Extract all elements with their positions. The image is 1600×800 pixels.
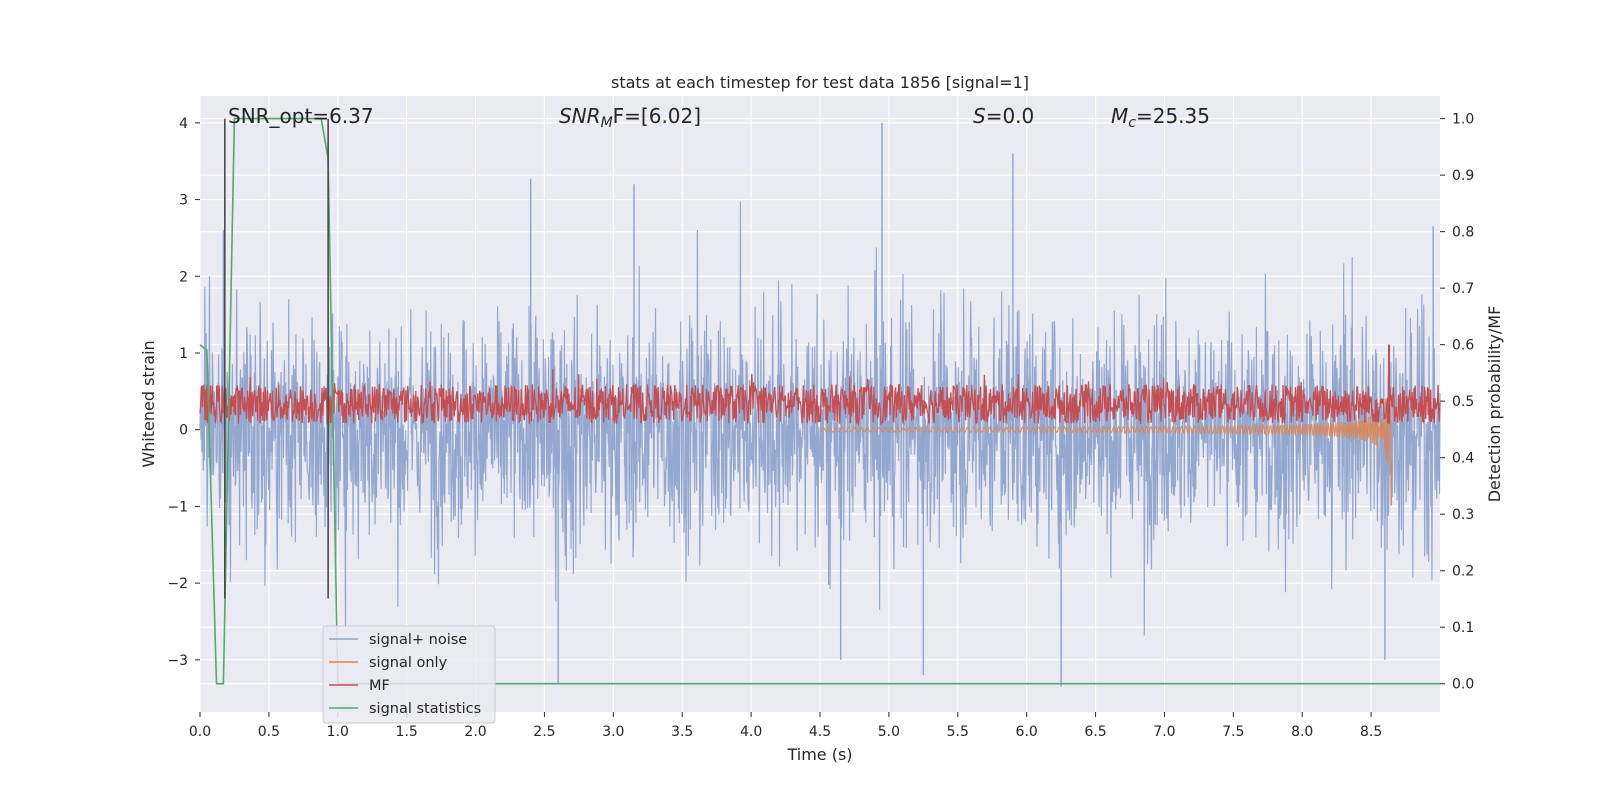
legend-label-signal-statistics: signal statistics (369, 701, 481, 717)
y-tick-label-left: −1 (167, 499, 188, 515)
chart-title: stats at each timestep for test data 185… (611, 73, 1029, 92)
x-tick-label: 6.0 (1016, 724, 1038, 740)
x-tick-label: 2.0 (464, 724, 486, 740)
y-tick-label-right: 0.7 (1452, 281, 1474, 297)
y-tick-label-left: 2 (179, 269, 188, 285)
x-tick-label: 0.5 (258, 724, 280, 740)
grid (199, 96, 1440, 712)
s-symbol: S (973, 104, 986, 128)
x-tick-label: 6.5 (1084, 724, 1106, 740)
y-axis-label-left: Whitened strain (139, 340, 158, 467)
snr-mf-sub: M (601, 115, 613, 131)
y-tick-label-right: 0.9 (1452, 168, 1474, 184)
y-tick-label-left: 1 (179, 346, 188, 362)
y-tick-label-right: 1.0 (1452, 112, 1474, 128)
y-tick-label-right: 0.4 (1452, 451, 1474, 467)
s-value: =0.0 (986, 104, 1035, 128)
annotation-snr-mf: SNRMF=[6.02] (559, 104, 701, 131)
ticks-layer: 0.0 0.5 1.0 1.5 2.0 2.5 3.0 3.5 4.0 4.5 5.0 5.5 6.0 6… (167, 112, 1474, 740)
mc-sub: c (1128, 115, 1136, 131)
x-tick-label: 3.0 (602, 724, 624, 740)
y-tick-label-left: 3 (179, 193, 188, 209)
y-tick-label-right: 0.2 (1452, 564, 1474, 580)
series-mf (199, 369, 1441, 426)
annotation-mc: Mc=25.35 (1111, 104, 1210, 131)
y-tick-label-left: 4 (179, 116, 188, 132)
x-tick-label: 2.5 (533, 724, 555, 740)
legend-label-mf: MF (369, 678, 390, 694)
series-layer (199, 117, 1441, 687)
x-tick-label: 8.5 (1360, 724, 1382, 740)
y-tick-label-right: 0.3 (1452, 507, 1474, 523)
x-axis-label: Time (s) (786, 745, 852, 764)
x-tick-label: 4.0 (740, 724, 762, 740)
mc-value: =25.35 (1136, 104, 1210, 128)
annotation-snr-opt: SNR_opt=6.37 (228, 104, 374, 128)
y-axis-label-right: Detection probability/MF (1485, 306, 1504, 503)
legend-box (322, 625, 496, 724)
annotation-s: S=0.0 (973, 104, 1034, 128)
x-tick-label: 5.0 (878, 724, 900, 740)
y-tick-label-right: 0.8 (1452, 225, 1474, 241)
y-tick-label-right: 0.0 (1452, 677, 1474, 693)
y-tick-label-left: −3 (167, 653, 188, 669)
x-tick-label: 4.5 (809, 724, 831, 740)
series-signal-only (819, 387, 1393, 506)
y-tick-label-left: −2 (167, 576, 188, 592)
y-tick-label-left: 0 (179, 423, 188, 439)
y-tick-label-right: 0.1 (1452, 620, 1474, 636)
mc-symbol: M (1111, 104, 1128, 128)
snr-mf-rest: F=[6.02] (613, 104, 701, 128)
x-tick-label: 7.0 (1153, 724, 1175, 740)
x-tick-label: 0.0 (189, 724, 211, 740)
x-tick-label: 7.5 (1222, 724, 1244, 740)
legend: signal+ noise signal only MF signal stat… (322, 625, 496, 724)
x-tick-label: 5.5 (947, 724, 969, 740)
legend-label-signal-only: signal only (369, 655, 448, 671)
x-tick-label: 8.0 (1291, 724, 1313, 740)
series-signal-statistics (199, 117, 1440, 685)
y-tick-label-right: 0.5 (1452, 394, 1474, 410)
snr-mf-base: SNR (559, 104, 601, 128)
y-tick-label-right: 0.6 (1452, 338, 1474, 354)
x-tick-label: 1.5 (396, 724, 418, 740)
x-tick-label: 1.0 (327, 724, 349, 740)
legend-label-signal-noise: signal+ noise (369, 632, 467, 648)
x-tick-label: 3.5 (671, 724, 693, 740)
